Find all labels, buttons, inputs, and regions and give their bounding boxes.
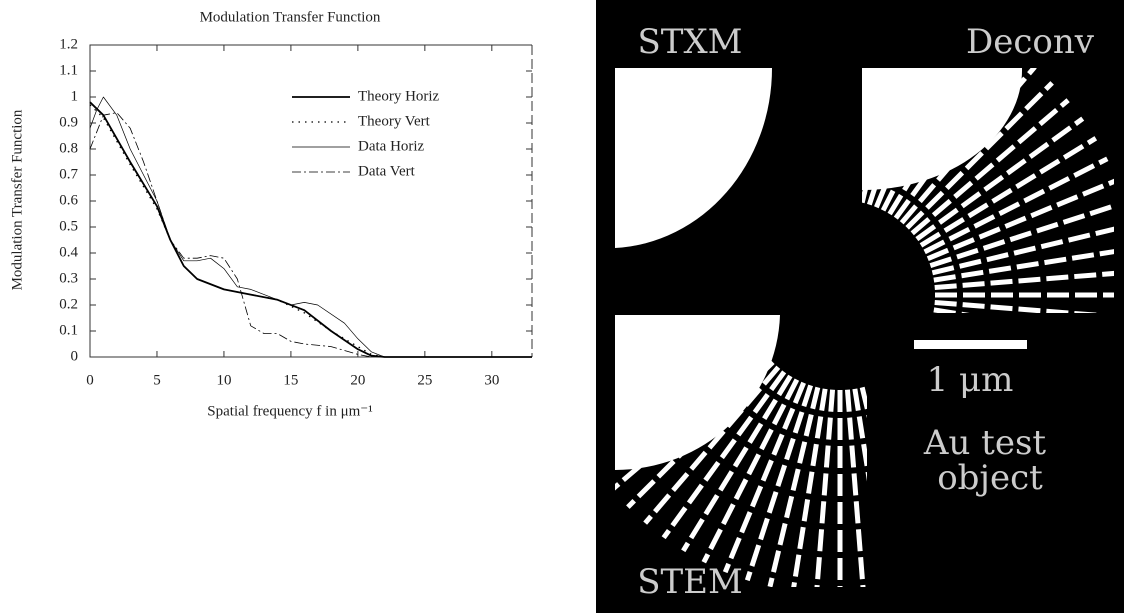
spoke	[626, 360, 775, 509]
x-tick-label: 25	[417, 372, 432, 388]
spoke	[615, 354, 770, 491]
series-line	[89, 101, 532, 358]
scale-label: 1 μm	[927, 360, 1014, 400]
spoke	[681, 374, 793, 553]
y-tick-label: 1.1	[59, 62, 78, 78]
y-tick-label: 1	[71, 88, 79, 104]
spoke	[887, 68, 983, 216]
x-axis-label: Spatial frequency f in μm⁻¹	[207, 403, 372, 419]
y-tick-label: 0.3	[59, 270, 78, 286]
stem-spokes	[615, 315, 867, 587]
spoke	[615, 348, 765, 462]
x-tick-label: 20	[350, 372, 365, 388]
spoke	[934, 270, 1114, 291]
spoke	[880, 68, 959, 212]
spoke	[791, 388, 828, 587]
axis-frame	[89, 44, 532, 358]
spoke	[852, 388, 867, 482]
spoke	[615, 335, 757, 413]
spoke	[744, 384, 814, 582]
x-tick-label: 15	[283, 372, 298, 388]
spoke	[615, 315, 730, 334]
spoke	[814, 389, 836, 587]
stem-label: STEM	[637, 562, 743, 602]
deconv-label: Deconv	[966, 22, 1095, 62]
spoke	[933, 249, 1114, 283]
stxm-label: STXM	[638, 22, 743, 62]
spoke	[874, 68, 937, 209]
chart-title: Modulation Transfer Function	[200, 9, 381, 25]
spoke	[931, 226, 1114, 276]
x-tick-label: 30	[484, 372, 499, 388]
scale-bar	[914, 340, 1027, 349]
y-tick-label: 0.1	[59, 322, 78, 338]
object-label: Au test	[923, 423, 1046, 463]
spoke	[862, 68, 879, 173]
y-tick-label: 1.2	[59, 36, 78, 52]
legend-label: Data Horiz	[358, 138, 425, 154]
spoke	[862, 68, 898, 204]
spoke	[615, 342, 761, 436]
series-line	[89, 104, 385, 358]
y-tick-label: 0.2	[59, 296, 78, 312]
legend-label: Theory Horiz	[358, 88, 440, 104]
spoke	[929, 203, 1114, 269]
spoke	[923, 156, 1109, 255]
y-tick-label: 0.4	[59, 244, 78, 260]
spoke	[926, 178, 1114, 261]
x-tick-label: 5	[153, 372, 161, 388]
spoke	[767, 386, 821, 587]
spoke	[615, 321, 751, 371]
mtf-chart: Modulation Transfer Function Spatial fre…	[9, 9, 533, 419]
y-axis-label: Modulation Transfer Function	[9, 109, 25, 290]
spoke	[899, 68, 1037, 225]
y-tick-label: 0	[71, 348, 79, 364]
y-tick-label: 0.7	[59, 166, 78, 182]
legend-label: Theory Vert	[358, 113, 431, 129]
spoke	[934, 299, 1101, 313]
spoke	[919, 136, 1098, 248]
legend-label: Data Vert	[358, 163, 416, 179]
spoke	[910, 98, 1070, 236]
series-line	[89, 112, 372, 358]
y-tick-label: 0.6	[59, 192, 78, 208]
micrograph: STXM Deconv STEM 1 μm Au test object	[596, 0, 1124, 613]
spoke	[701, 378, 800, 564]
series-line	[89, 96, 385, 358]
spoke	[866, 68, 917, 206]
spoke	[643, 365, 781, 525]
spoke	[844, 389, 866, 587]
x-tick-label: 10	[216, 372, 231, 388]
spoke	[722, 381, 806, 574]
spoke	[615, 315, 749, 352]
spoke	[893, 68, 1009, 220]
spoke	[615, 329, 754, 391]
spoke	[915, 116, 1085, 242]
y-tick-label: 0.5	[59, 218, 78, 234]
y-tick-label: 0.8	[59, 140, 78, 156]
deconv-spokes	[862, 68, 1114, 313]
spoke	[905, 81, 1054, 230]
object-label: object	[937, 458, 1043, 498]
y-tick-label: 0.9	[59, 114, 78, 130]
stxm-object	[615, 68, 773, 248]
spoke	[661, 370, 787, 540]
x-tick-label: 0	[86, 372, 94, 388]
